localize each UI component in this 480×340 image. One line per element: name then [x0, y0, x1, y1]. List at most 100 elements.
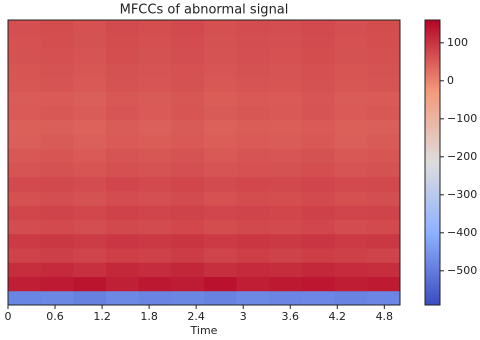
- heatmap-cell: [8, 205, 42, 220]
- heatmap-cell: [334, 20, 368, 35]
- heatmap-cell: [367, 276, 401, 292]
- heatmap-cell: [138, 176, 172, 192]
- heatmap-cell: [106, 91, 140, 106]
- heatmap-cell: [171, 48, 205, 64]
- heatmap-cell: [334, 233, 368, 249]
- heatmap-cell: [367, 20, 401, 35]
- heatmap-cell: [204, 148, 238, 163]
- heatmap-cell: [236, 162, 270, 178]
- x-tick-label: 1.8: [140, 310, 158, 323]
- heatmap-cell: [40, 290, 74, 306]
- heatmap-cell: [8, 262, 42, 277]
- heatmap-cell: [106, 48, 140, 64]
- heatmap-cell: [8, 248, 42, 263]
- heatmap-cell: [367, 62, 401, 78]
- heatmap-cell: [236, 248, 270, 263]
- heatmap-cell: [8, 105, 42, 121]
- heatmap-cell: [269, 205, 303, 220]
- heatmap-cell: [40, 77, 74, 92]
- heatmap-cell: [106, 219, 140, 235]
- heatmap-cell: [367, 77, 401, 92]
- heatmap-cell: [269, 119, 303, 135]
- heatmap-cell: [106, 62, 140, 78]
- heatmap-cell: [138, 162, 172, 178]
- heatmap-cell: [302, 105, 336, 121]
- heatmap-cell: [106, 248, 140, 263]
- heatmap-cell: [334, 62, 368, 78]
- heatmap-cell: [138, 62, 172, 78]
- heatmap-cell: [138, 119, 172, 135]
- x-tick-label: 2.4: [187, 310, 205, 323]
- heatmap-cell: [171, 248, 205, 263]
- heatmap-cell: [171, 233, 205, 249]
- heatmap-cell: [106, 148, 140, 163]
- heatmap-cell: [40, 148, 74, 163]
- heatmap-cell: [8, 276, 42, 292]
- colorbar-tick-label: −300: [447, 188, 477, 201]
- heatmap-cell: [204, 105, 238, 121]
- heatmap-cell: [269, 48, 303, 64]
- heatmap-cell: [106, 134, 140, 149]
- heatmap-cell: [171, 162, 205, 178]
- heatmap-cell: [73, 119, 107, 135]
- heatmap-cell: [171, 191, 205, 206]
- heatmap-cell: [106, 34, 140, 49]
- heatmap-cell: [236, 276, 270, 292]
- heatmap-cell: [334, 162, 368, 178]
- heatmap-cell: [138, 105, 172, 121]
- heatmap-cell: [73, 62, 107, 78]
- heatmap-cell: [73, 191, 107, 206]
- heatmap-cell: [40, 162, 74, 178]
- heatmap-cell: [106, 191, 140, 206]
- heatmap-cell: [236, 48, 270, 64]
- heatmap-cell: [236, 119, 270, 135]
- heatmap-cell: [334, 276, 368, 292]
- heatmap-cell: [236, 20, 270, 35]
- heatmap-cell: [73, 276, 107, 292]
- heatmap-cell: [334, 91, 368, 106]
- x-tick-label: 0: [5, 310, 12, 323]
- heatmap-cell: [138, 219, 172, 235]
- heatmap-cell: [236, 77, 270, 92]
- heatmap-cell: [269, 62, 303, 78]
- heatmap-cell: [8, 119, 42, 135]
- heatmap-cell: [334, 105, 368, 121]
- heatmap-cell: [269, 20, 303, 35]
- heatmap-cell: [302, 20, 336, 35]
- heatmap-cell: [269, 34, 303, 49]
- heatmap-cell: [73, 20, 107, 35]
- heatmap-cell: [171, 219, 205, 235]
- heatmap-cell: [106, 162, 140, 178]
- heatmap-cell: [73, 248, 107, 263]
- heatmap-cell: [367, 148, 401, 163]
- heatmap-cell: [138, 148, 172, 163]
- heatmap-cell: [106, 233, 140, 249]
- heatmap-cell: [236, 233, 270, 249]
- heatmap-cell: [334, 262, 368, 277]
- heatmap-cell: [40, 205, 74, 220]
- colorbar-tick-label: −500: [447, 264, 477, 277]
- heatmap-cell: [106, 119, 140, 135]
- heatmap-cell: [171, 34, 205, 49]
- heatmap-cell: [40, 48, 74, 64]
- heatmap-cell: [73, 34, 107, 49]
- heatmap-cell: [302, 77, 336, 92]
- heatmap-cell: [8, 62, 42, 78]
- colorbar-tick-label: 0: [447, 74, 454, 87]
- heatmap-cell: [204, 20, 238, 35]
- heatmap-cell: [204, 205, 238, 220]
- heatmap-cell: [302, 248, 336, 263]
- heatmap-cell: [106, 176, 140, 192]
- heatmap-cell: [269, 262, 303, 277]
- heatmap-cell: [269, 77, 303, 92]
- heatmap-cell: [171, 105, 205, 121]
- heatmap-cell: [204, 176, 238, 192]
- heatmap-cell: [269, 148, 303, 163]
- heatmap-cell: [106, 290, 140, 306]
- heatmap-cell: [73, 262, 107, 277]
- heatmap-cell: [8, 20, 42, 35]
- heatmap-cell: [367, 248, 401, 263]
- heatmap-cell: [269, 134, 303, 149]
- heatmap-cell: [269, 233, 303, 249]
- x-tick-label: 3.6: [281, 310, 299, 323]
